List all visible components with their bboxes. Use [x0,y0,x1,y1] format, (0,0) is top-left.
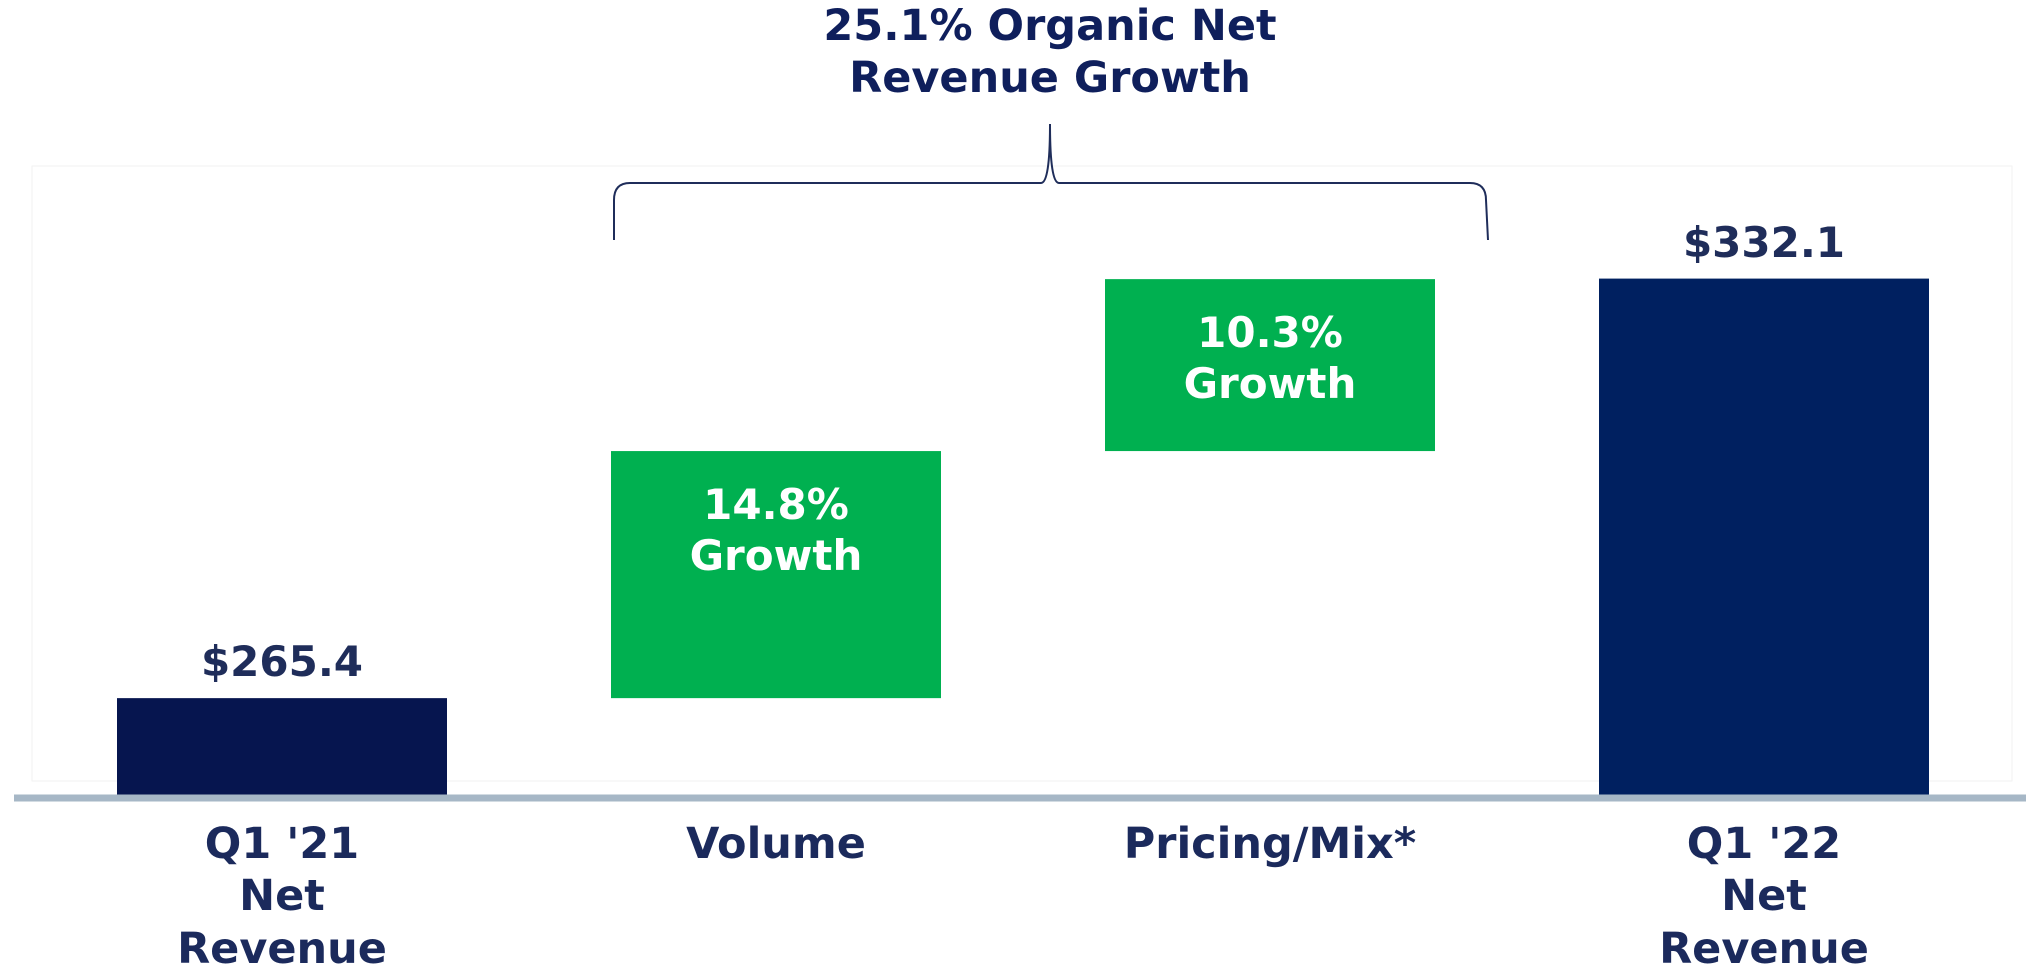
bar [1105,279,1435,452]
chart-title: 25.1% Organic Net Revenue Growth [823,1,1277,104]
data-label: 10.3% Growth [1183,308,1357,409]
x-tick-label: Q1 '21 Net Revenue [177,819,387,974]
x-tick-label: Pricing/Mix* [1123,819,1417,869]
brace [613,123,1489,241]
bar [117,698,447,795]
x-tick-label: Q1 '22 Net Revenue [1659,819,1869,974]
plot-frame [31,165,2013,782]
data-label: $265.4 [200,637,364,687]
data-label: 14.8% Growth [689,480,863,581]
bars [117,278,1929,795]
x-tick-label: Volume [686,819,866,869]
bar [611,451,941,699]
data-label: $332.1 [1682,217,1846,267]
bar [1599,278,1929,795]
